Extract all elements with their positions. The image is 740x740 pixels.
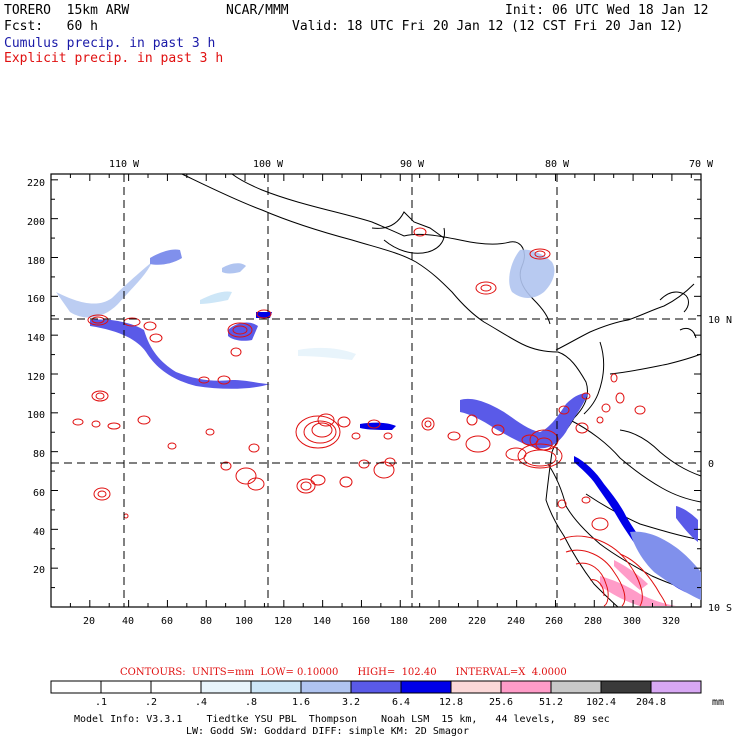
legend-label: 102.4 [586,697,616,708]
lon-label-90w: 90 W [400,159,425,170]
x-tick-label: 160 [352,616,370,627]
coastlines [181,173,702,608]
x-tick-label: 180 [390,616,408,627]
legend-label: 204.8 [636,697,666,708]
map-frame [50,173,702,608]
x-tick-label: 140 [313,616,331,627]
x-tick-label: 200 [429,616,447,627]
legend-swatch [400,680,452,694]
x-tick-label: 100 [235,616,253,627]
lat-lon-grid [51,174,701,607]
legend-swatch [250,680,302,694]
init-time: Init: 06 UTC Wed 18 Jan 12 [505,3,709,18]
contours-info: CONTOURS: UNITS=mm LOW= 0.10000 HIGH= 10… [120,667,567,678]
lat-label-0: 0 [708,459,714,470]
lon-label-110w: 110 W [109,159,140,170]
y-tick-label: 160 [27,294,45,305]
x-tick-label: 240 [507,616,525,627]
forecast-hour: Fcst: 60 h [4,19,98,34]
legend-swatch [50,680,102,694]
legend-label: .2 [145,697,157,708]
legend-label: 12.8 [439,697,463,708]
legend-colorbar [50,680,702,694]
x-tick-label: 320 [662,616,680,627]
physics-info: LW: Godd SW: Goddard DIFF: simple KM: 2D… [186,726,469,737]
y-tick-label: 220 [27,178,45,189]
cumulus-precip-areas [56,249,701,606]
lat-label-10s: 10 S [708,603,732,614]
legend-unit: mm [712,697,724,708]
lon-label-80w: 80 W [545,159,570,170]
legend-swatch [300,680,352,694]
center-label: NCAR/MMM [226,3,289,18]
valid-time: Valid: 18 UTC Fri 20 Jan 12 (12 CST Fri … [292,19,684,34]
model-info: Model Info: V3.3.1 Tiedtke YSU PBL Thomp… [74,714,610,725]
lon-label-70w: 70 W [689,159,714,170]
legend-swatch [100,680,152,694]
legend-label: 1.6 [292,697,310,708]
legend-label: 3.2 [342,697,360,708]
legend-swatch [200,680,252,694]
legend-swatch [150,680,202,694]
y-tick-label: 200 [27,217,45,228]
x-tick-label: 60 [161,616,173,627]
y-tick-label: 180 [27,256,45,267]
legend-label: .1 [95,697,107,708]
legend-label: .8 [245,697,257,708]
x-tick-label: 40 [122,616,134,627]
legend-swatch [500,680,552,694]
x-tick-label: 120 [274,616,292,627]
y-tick-label: 80 [33,449,45,460]
legend-label: 6.4 [392,697,410,708]
legend-label: 51.2 [539,697,563,708]
y-tick-label: 140 [27,333,45,344]
x-tick-label: 220 [468,616,486,627]
x-tick-label: 280 [584,616,602,627]
x-tick-label: 300 [623,616,641,627]
lat-label-10n: 10 N [708,315,732,326]
legend-swatch [350,680,402,694]
legend-swatch [650,680,702,694]
y-tick-label: 100 [27,410,45,421]
explicit-precip-contours [72,227,667,607]
legend-swatch [600,680,652,694]
field-explicit-label: Explicit precip. in past 3 h [4,51,224,66]
x-tick-label: 260 [545,616,563,627]
field-cumulus-label: Cumulus precip. in past 3 h [4,36,216,51]
y-tick-label: 40 [33,527,45,538]
legend-swatch [450,680,502,694]
legend-label: 25.6 [489,697,513,708]
y-tick-label: 20 [33,565,45,576]
model-name: TORERO 15km ARW [4,3,130,18]
y-tick-label: 120 [27,372,45,383]
x-tick-label: 20 [83,616,95,627]
axis-ticks [51,174,701,607]
legend-label: .4 [195,697,207,708]
lon-label-100w: 100 W [253,159,284,170]
y-tick-label: 60 [33,488,45,499]
legend-swatch [550,680,602,694]
x-tick-label: 80 [200,616,212,627]
